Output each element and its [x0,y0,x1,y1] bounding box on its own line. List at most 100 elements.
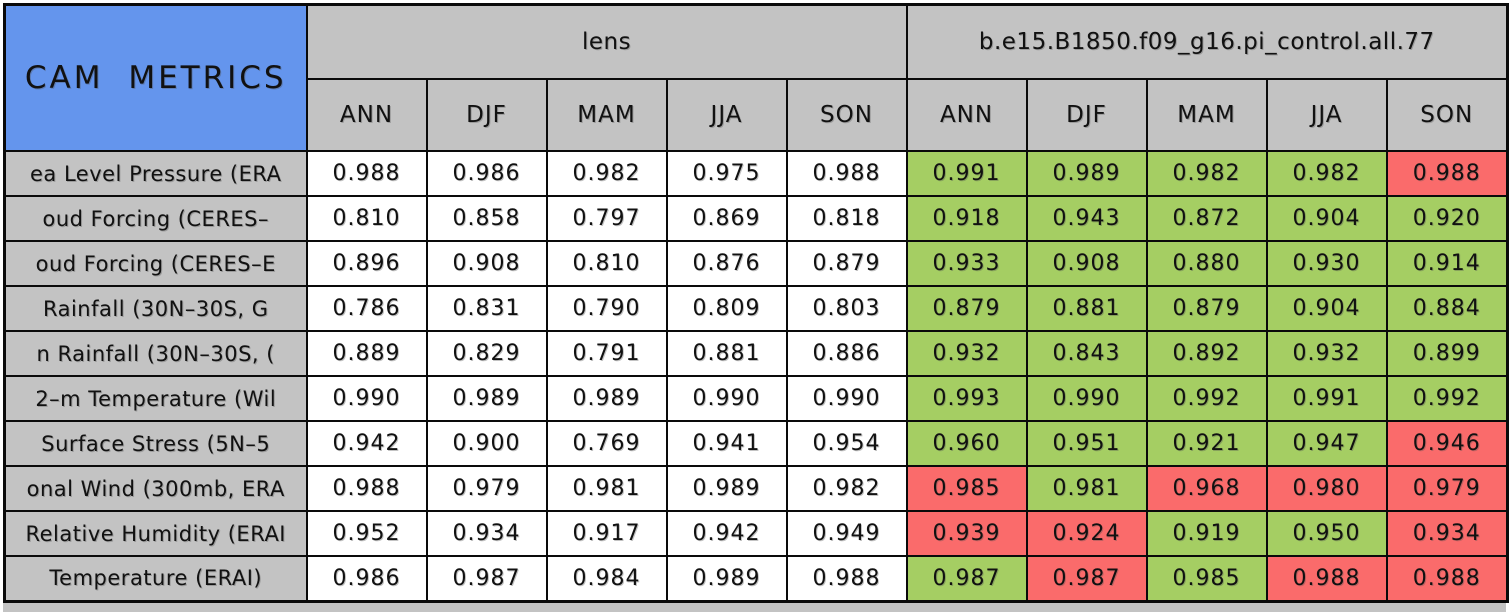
metric-label: oud Forcing (CERES– [3,195,308,242]
lens-value-cell: 0.988 [305,465,428,512]
control-value-cell-good: 0.892 [1145,330,1268,377]
group-header-lens: lens [305,3,908,80]
lens-value-cell: 0.986 [305,555,428,602]
control-value-cell-good: 0.884 [1385,285,1509,332]
lens-value-cell: 0.886 [785,330,908,377]
metric-label: Temperature (ERAI) [3,555,308,602]
control-value-cell-bad: 0.988 [1385,150,1509,197]
lens-value-cell: 0.975 [665,150,788,197]
control-value-cell-good: 0.981 [1025,465,1148,512]
clipped-next-row-strip [3,602,1506,612]
lens-value-cell: 0.989 [425,375,548,422]
control-value-cell-bad: 0.980 [1265,465,1388,512]
control-value-cell-bad: 0.946 [1385,420,1509,467]
lens-value-cell: 0.810 [305,195,428,242]
metric-row: n Rainfall (30N–30S, (0.889 0.829 0.791 0.8… [3,330,1509,377]
lens-value-cell: 0.990 [305,375,428,422]
lens-value-cell: 0.987 [425,555,548,602]
metric-row: ea Level Pressure (ERA 0.988 0.986 0.982 0.9… [3,150,1509,197]
lens-value-cell: 0.769 [545,420,668,467]
metric-label: Rainfall (30N–30S, G [3,285,308,332]
control-value-cell-good: 0.918 [905,195,1028,242]
lens-value-cell: 0.988 [785,150,908,197]
control-value-cell-bad: 0.988 [1265,555,1388,602]
control-value-cell-good: 0.992 [1145,375,1268,422]
season-header-mam: MAM [545,78,668,152]
metric-row: 2–m Temperature (Wil 0.990 0.989 0.989 0.990… [3,375,1509,422]
group-header-control-run: b.e15.B1850.f09_g16.pi_control.all.77 [905,3,1509,80]
control-value-cell-good: 0.919 [1145,510,1268,557]
season-header-son: SON [785,78,908,152]
cam-metrics-table: CAM METRICS lens b.e15.B1850.f09_g16.pi_… [3,3,1510,603]
lens-value-cell: 0.979 [425,465,548,512]
lens-value-cell: 0.791 [545,330,668,377]
season-header-djf: DJF [425,78,548,152]
control-value-cell-bad: 0.987 [1025,555,1148,602]
control-value-cell-good: 0.920 [1385,195,1509,242]
control-value-cell-good: 0.921 [1145,420,1268,467]
control-value-cell-good: 0.960 [905,420,1028,467]
metric-label: ea Level Pressure (ERA [3,150,308,197]
lens-value-cell: 0.942 [665,510,788,557]
control-value-cell-good: 0.991 [905,150,1028,197]
lens-value-cell: 0.990 [665,375,788,422]
metric-row: oud Forcing (CERES–E 0.896 0.908 0.810 0.876… [3,240,1509,287]
lens-value-cell: 0.982 [545,150,668,197]
control-value-cell-good: 0.985 [1145,555,1268,602]
control-value-cell-good: 0.904 [1265,285,1388,332]
lens-value-cell: 0.941 [665,420,788,467]
lens-value-cell: 0.988 [785,555,908,602]
season-header-mam: MAM [1145,78,1268,152]
control-value-cell-bad: 0.988 [1385,555,1509,602]
table-title: CAM METRICS [3,3,308,152]
lens-value-cell: 0.803 [785,285,908,332]
control-value-cell-good: 0.872 [1145,195,1268,242]
control-value-cell-good: 0.987 [905,555,1028,602]
lens-value-cell: 0.900 [425,420,548,467]
lens-value-cell: 0.879 [785,240,908,287]
lens-value-cell: 0.917 [545,510,668,557]
lens-value-cell: 0.810 [545,240,668,287]
metric-row: Rainfall (30N–30S, G 0.786 0.831 0.790 0.809… [3,285,1509,332]
lens-value-cell: 0.954 [785,420,908,467]
control-value-cell-good: 0.992 [1385,375,1509,422]
lens-value-cell: 0.876 [665,240,788,287]
metric-label: Relative Humidity (ERAI [3,510,308,557]
control-value-cell-good: 0.843 [1025,330,1148,377]
control-value-cell-good: 0.951 [1025,420,1148,467]
lens-value-cell: 0.797 [545,195,668,242]
lens-value-cell: 0.790 [545,285,668,332]
season-header-jja: JJA [1265,78,1388,152]
metric-row: Temperature (ERAI) 0.986 0.987 0.984 0.989 0.… [3,555,1509,602]
lens-value-cell: 0.786 [305,285,428,332]
control-value-cell-good: 0.950 [1265,510,1388,557]
season-header-ann: ANN [905,78,1028,152]
lens-value-cell: 0.989 [545,375,668,422]
season-header-row: ANN DJF MAM JJA SON ANN DJF MAM JJA SON [5,78,1509,152]
control-value-cell-good: 0.943 [1025,195,1148,242]
control-value-cell-good: 0.947 [1265,420,1388,467]
metric-row: onal Wind (300mb, ERA 0.988 0.979 0.981 0.98… [3,465,1509,512]
group-header-row: CAM METRICS lens b.e15.B1850.f09_g16.pi_… [3,3,1509,152]
control-value-cell-good: 0.930 [1265,240,1388,287]
metric-label: n Rainfall (30N–30S, ( [3,330,308,377]
season-header-ann: ANN [305,78,428,152]
season-header-jja: JJA [665,78,788,152]
lens-value-cell: 0.889 [305,330,428,377]
lens-value-cell: 0.982 [785,465,908,512]
control-value-cell-good: 0.993 [905,375,1028,422]
control-value-cell-good: 0.879 [1145,285,1268,332]
metric-label: Surface Stress (5N–5 [3,420,308,467]
control-value-cell-bad: 0.968 [1145,465,1268,512]
control-value-cell-bad: 0.924 [1025,510,1148,557]
control-value-cell-good: 0.982 [1145,150,1268,197]
control-value-cell-good: 0.881 [1025,285,1148,332]
control-value-cell-good: 0.879 [905,285,1028,332]
season-header-djf: DJF [1025,78,1148,152]
control-value-cell-good: 0.904 [1265,195,1388,242]
control-value-cell-good: 0.932 [905,330,1028,377]
season-header-son: SON [1385,78,1509,152]
lens-value-cell: 0.818 [785,195,908,242]
control-value-cell-good: 0.933 [905,240,1028,287]
lens-value-cell: 0.869 [665,195,788,242]
